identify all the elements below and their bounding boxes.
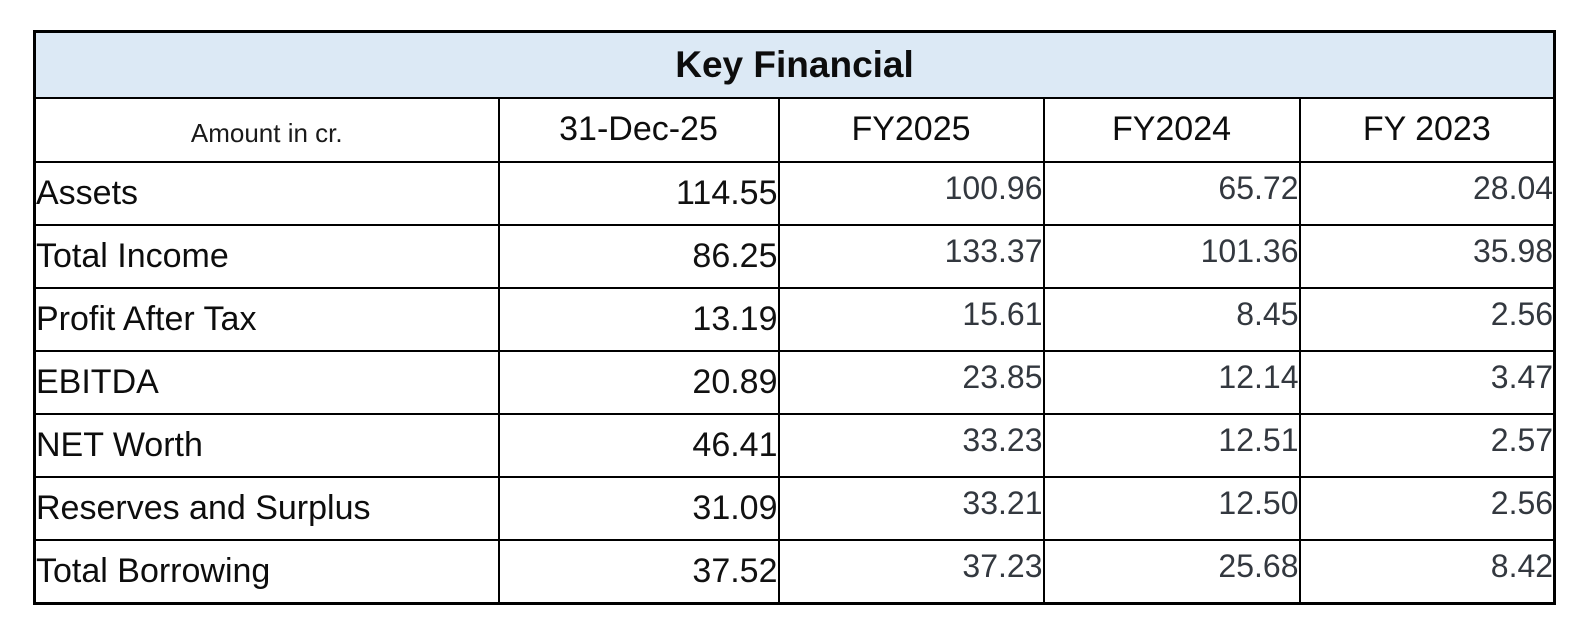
table-row-profit-after-tax: Profit After Tax 13.19 15.61 8.45 2.56 [33,286,1556,352]
cell-value: 46.41 [497,412,780,478]
cell-value: 101.36 [1042,223,1301,289]
table-row-total-income: Total Income 86.25 133.37 101.36 35.98 [33,223,1556,289]
row-label: Total Borrowing [33,538,500,605]
column-header-31-dec-25: 31-Dec-25 [497,96,780,163]
unit-label: Amount in cr. [190,118,343,148]
cell-value: 37.52 [497,538,780,605]
row-label: Total Income [33,223,500,289]
row-label: NET Worth [33,412,500,478]
column-header-fy2023: FY 2023 [1298,96,1556,163]
cell-value: 20.89 [497,349,780,415]
cell-value: 100.96 [777,160,1045,226]
cell-value: 33.21 [777,475,1045,541]
cell-value: 25.68 [1042,538,1301,605]
cell-value: 13.19 [497,286,780,352]
cell-value: 8.42 [1298,538,1556,605]
table-title: Key Financial [33,30,1556,99]
table-row-assets: Assets 114.55 100.96 65.72 28.04 [33,160,1556,226]
table-row-net-worth: NET Worth 46.41 33.23 12.51 2.57 [33,412,1556,478]
column-header-fy2024: FY2024 [1042,96,1301,163]
cell-value: 2.57 [1298,412,1556,478]
cell-value: 8.45 [1042,286,1301,352]
cell-value: 23.85 [777,349,1045,415]
cell-value: 12.50 [1042,475,1301,541]
row-label: EBITDA [33,349,500,415]
table-row-reserves-and-surplus: Reserves and Surplus 31.09 33.21 12.50 2… [33,475,1556,541]
table-row-total-borrowing: Total Borrowing 37.52 37.23 25.68 8.42 [33,538,1556,605]
cell-value: 12.51 [1042,412,1301,478]
cell-value: 133.37 [777,223,1045,289]
cell-value: 35.98 [1298,223,1556,289]
cell-value: 86.25 [497,223,780,289]
cell-value: 33.23 [777,412,1045,478]
row-label: Reserves and Surplus [33,475,500,541]
unit-label-cell: Amount in cr. [33,96,500,163]
cell-value: 31.09 [497,475,780,541]
row-label: Assets [33,160,500,226]
cell-value: 2.56 [1298,286,1556,352]
cell-value: 15.61 [777,286,1045,352]
cell-value: 2.56 [1298,475,1556,541]
table-header-row: Amount in cr. 31-Dec-25 FY2025 FY2024 FY… [33,96,1556,163]
cell-value: 28.04 [1298,160,1556,226]
cell-value: 114.55 [497,160,780,226]
table-row-ebitda: EBITDA 20.89 23.85 12.14 3.47 [33,349,1556,415]
cell-value: 65.72 [1042,160,1301,226]
column-header-fy2025: FY2025 [777,96,1045,163]
row-label: Profit After Tax [33,286,500,352]
cell-value: 3.47 [1298,349,1556,415]
cell-value: 12.14 [1042,349,1301,415]
key-financial-table: Key Financial Amount in cr. 31-Dec-25 FY… [33,30,1557,605]
cell-value: 37.23 [777,538,1045,605]
table-title-row: Key Financial [33,30,1556,99]
